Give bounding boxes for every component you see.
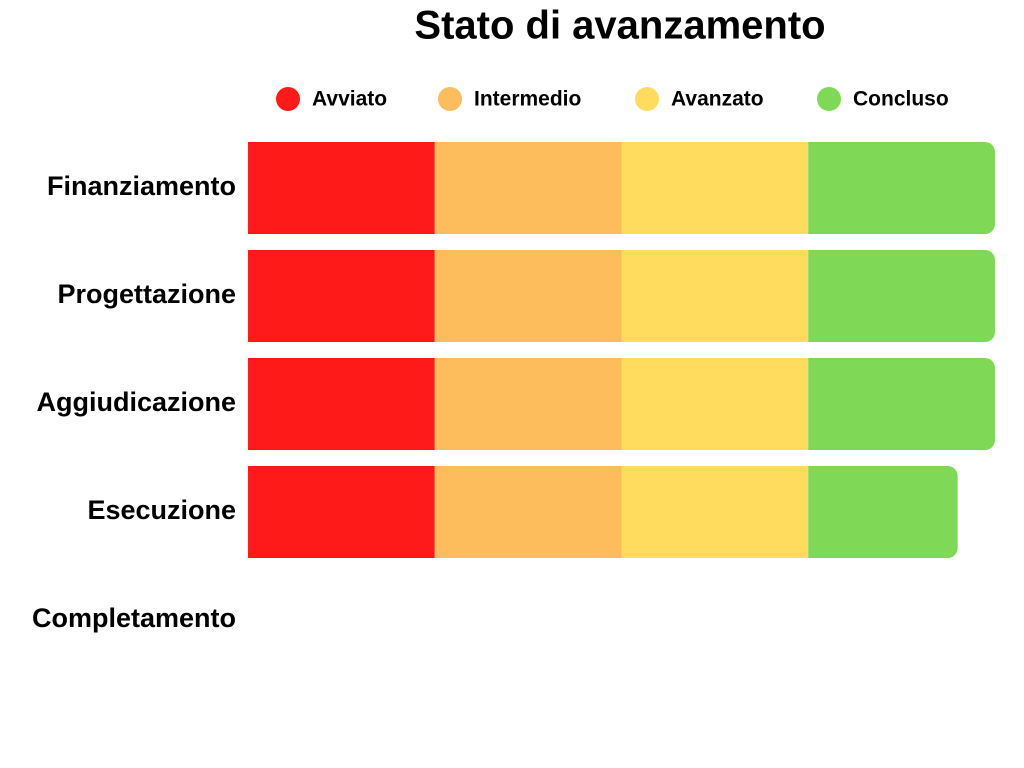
legend-label: Intermedio — [474, 88, 581, 111]
bar-segment — [808, 466, 958, 558]
bar-segment — [808, 250, 995, 342]
bar-segment — [808, 358, 995, 450]
legend-swatch — [276, 87, 300, 111]
y-tick-label: Finanziamento — [47, 171, 236, 201]
bar-segment — [248, 142, 435, 234]
legend-label: Avanzato — [671, 88, 764, 111]
bar-segment — [808, 142, 995, 234]
legend-label: Concluso — [853, 88, 949, 111]
bar-segment — [248, 250, 435, 342]
bar-segment — [621, 250, 809, 342]
bar-segment — [434, 358, 622, 450]
bar-segment — [621, 358, 809, 450]
bar-segment — [434, 250, 622, 342]
bar-segment — [621, 142, 809, 234]
y-tick-label: Progettazione — [57, 279, 236, 309]
legend-swatch — [438, 87, 462, 111]
legend-swatch — [635, 87, 659, 111]
bar-segment — [248, 358, 435, 450]
chart-title: Stato di avanzamento — [414, 4, 825, 48]
y-tick-label: Esecuzione — [87, 495, 236, 525]
bar-segment — [434, 142, 622, 234]
y-tick-label: Aggiudicazione — [36, 387, 236, 417]
legend-swatch — [817, 87, 841, 111]
bar-segment — [434, 466, 622, 558]
legend-label: Avviato — [312, 88, 387, 111]
bar-segment — [248, 466, 435, 558]
y-tick-label: Completamento — [32, 603, 236, 633]
bar-segment — [621, 466, 809, 558]
